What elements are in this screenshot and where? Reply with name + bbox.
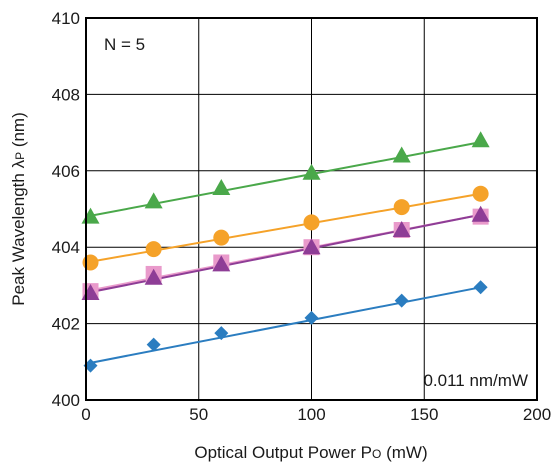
- x-tick-label: 0: [81, 405, 90, 424]
- x-tick-label: 100: [297, 405, 325, 424]
- circle-marker: [472, 185, 489, 202]
- y-tick-labels: 400 402 404 406 408 410: [52, 9, 80, 410]
- triangle-marker: [212, 178, 231, 195]
- circle-marker: [303, 214, 320, 231]
- x-tick-label: 200: [523, 405, 551, 424]
- fit-line: [85, 213, 481, 295]
- triangle-marker: [302, 238, 321, 255]
- y-tick-label: 408: [52, 85, 80, 104]
- diamond-marker: [214, 326, 229, 341]
- x-tick-label: 150: [410, 405, 438, 424]
- triangle-marker: [392, 146, 411, 163]
- circle-marker: [213, 229, 230, 246]
- x-tick-labels: 0 50 100 150 200: [81, 405, 551, 424]
- x-axis-label: Optical Output Power PO (mW): [194, 443, 427, 462]
- triangle-marker: [144, 192, 163, 209]
- plot-frame: [85, 17, 538, 401]
- fit-lines: [85, 141, 481, 365]
- fit-line: [85, 141, 481, 218]
- slope-label: 0.011 nm/mW: [423, 371, 528, 390]
- circle-marker: [145, 241, 162, 258]
- circle-marker: [393, 199, 410, 216]
- triangle-marker: [81, 207, 100, 224]
- y-tick-label: 404: [52, 238, 80, 257]
- triangle-marker: [144, 268, 163, 285]
- triangle-marker: [212, 255, 231, 272]
- triangle-marker: [471, 205, 490, 222]
- triangle-marker: [302, 163, 321, 180]
- diamond-marker: [83, 358, 98, 373]
- triangle-marker: [392, 221, 411, 238]
- y-tick-label: 406: [52, 162, 80, 181]
- y-tick-label: 402: [52, 315, 80, 334]
- n-label: N = 5: [104, 35, 145, 54]
- diamond-marker: [146, 337, 161, 352]
- triangle-marker: [471, 131, 490, 148]
- y-tick-label: 400: [52, 391, 80, 410]
- diamond-marker: [304, 310, 319, 325]
- diamond-marker: [473, 280, 488, 295]
- diamond-marker: [394, 293, 409, 308]
- y-axis-label: Peak Wavelength λP (nm): [9, 112, 28, 306]
- circle-marker: [82, 254, 99, 271]
- x-tick-label: 50: [189, 405, 208, 424]
- fit-line: [85, 286, 481, 365]
- y-tick-label: 410: [52, 9, 80, 28]
